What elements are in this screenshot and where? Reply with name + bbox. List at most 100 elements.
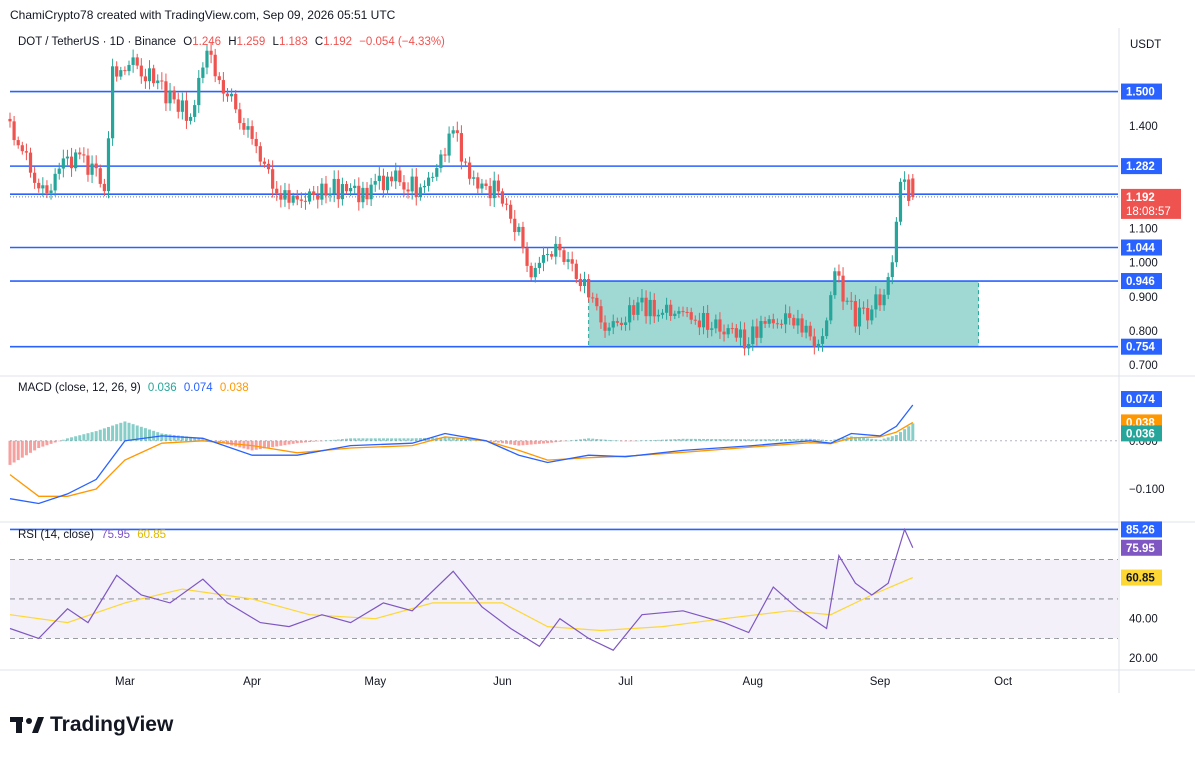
candle-body [656,314,660,317]
price-tick-label: 0.900 [1129,292,1158,304]
candle-body [710,328,714,330]
candle-body [738,329,743,338]
macd-histogram-bar [496,440,500,443]
macd-histogram-bar [414,438,418,441]
candle-body [812,336,816,347]
candle-body [201,67,205,78]
candle-body [500,191,505,204]
macd-histogram-bar [431,437,435,441]
macd-histogram-bar [271,440,275,448]
candle-body [176,99,180,112]
rsi-legend: RSI (14, close) 75.95 60.85 [18,529,170,541]
candle-body [529,265,533,278]
macd-histogram-bar [45,440,49,446]
candle-body [28,152,33,173]
macd-histogram-bar [743,439,747,441]
macd-histogram-bar [804,438,808,441]
macd-histogram-bar [164,434,168,441]
macd-histogram-bar [640,440,644,442]
macd-label[interactable]: MACD (close, 12, 26, 9) [18,382,141,394]
macd-histogram-bar [172,434,176,441]
candle-body [275,188,279,194]
candle-body [131,57,135,65]
macd-histogram-bar [160,433,164,441]
macd-histogram-bar [287,440,291,445]
macd-histogram-bar [509,440,513,445]
candle-body [574,263,578,279]
macd-histogram-bar [874,439,878,441]
candle-body [303,200,308,202]
macd-histogram-bar [102,428,106,441]
macd-histogram-bar [808,438,812,441]
candle-body [127,64,131,72]
candle-body [209,50,213,55]
rsi-label[interactable]: RSI (14, close) [18,529,95,541]
candle-body [8,118,12,122]
candle-body [328,193,332,196]
candle-body [689,312,693,320]
candle-body [595,297,599,307]
macd-histogram-bar [517,440,521,446]
macd-signal-value: 0.038 [219,382,249,394]
candle-body [550,254,554,257]
brand-logo[interactable]: TradingView [10,710,173,740]
macd-histogram-bar [562,440,566,442]
currency-label: USDT [1130,39,1161,51]
low-value: 1.183 [278,36,308,48]
macd-histogram-bar [660,439,664,441]
macd-histogram-bar [361,438,365,441]
macd-histogram-bar [316,440,320,442]
candle-body [172,90,176,100]
candle-body [825,320,829,337]
macd-histogram-bar [176,435,180,441]
macd-histogram-bar [57,440,61,442]
macd-histogram-bar [595,438,599,441]
price-level-badge-label: 1.282 [1126,161,1155,173]
candle-body [426,177,431,186]
candle-body [521,226,525,249]
macd-histogram-bar [853,436,857,441]
macd-histogram-bar [862,437,866,441]
candle-body [250,126,254,139]
rsi-badge [1121,521,1162,538]
macd-histogram-bar [53,440,57,443]
macd-histogram-bar [74,436,78,441]
macd-histogram-bar [894,434,898,441]
close-label: C [314,36,324,48]
macd-histogram-bar [143,428,147,441]
macd-histogram-bar [833,439,837,441]
candle-body [492,180,496,199]
change-value: −0.054 (−4.33%) [359,36,445,48]
macd-histogram-bar [303,440,307,443]
macd-histogram-bar [201,438,205,441]
macd-histogram-bar [291,440,295,444]
macd-histogram-bar [468,439,472,441]
rsi-badge-label: 75.95 [1126,543,1155,555]
macd-histogram-bar [907,426,911,441]
candle-body [324,183,328,196]
macd-histogram-bar [665,439,669,441]
main-legend: DOT / TetherUS · 1D · Binance O1.246 H1.… [18,36,449,48]
candle-body [106,138,111,192]
macd-histogram-bar [755,439,759,441]
price-tick-label: 1.100 [1129,223,1158,235]
candle-body [320,183,324,200]
macd-histogram-bar [533,440,537,445]
candle-body [788,313,792,318]
time-tick-label: Jul [618,676,633,688]
macd-histogram-bar [714,439,718,441]
candle-body [49,190,53,193]
candle-body [849,300,853,302]
candle-body [628,305,632,323]
rsi-badge [1121,569,1162,586]
macd-histogram-bar [500,440,504,444]
macd-badge [1121,391,1162,408]
symbol-label[interactable]: DOT / TetherUS · 1D · Binance [18,36,177,48]
candle-body [451,130,455,134]
candle-body [878,294,882,306]
macd-histogram-bar [734,439,738,441]
macd-histogram-bar [24,440,28,456]
macd-histogram-bar [328,440,332,441]
candle-body [156,80,160,84]
